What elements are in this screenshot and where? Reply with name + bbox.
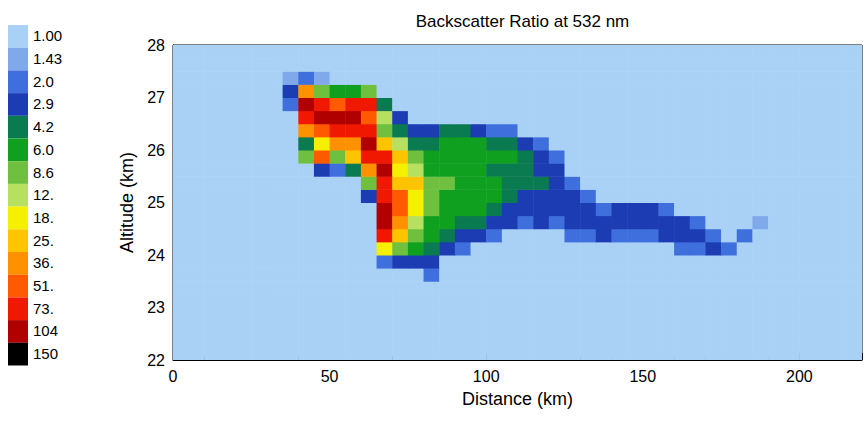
svg-text:2.9: 2.9 [33, 95, 54, 112]
svg-text:50: 50 [321, 368, 339, 385]
svg-text:Distance (km): Distance (km) [462, 389, 573, 409]
svg-text:Altitude (km): Altitude (km) [117, 152, 137, 253]
svg-text:100: 100 [473, 368, 500, 385]
svg-text:28: 28 [147, 37, 165, 54]
svg-text:4.2: 4.2 [33, 118, 54, 135]
svg-text:25: 25 [147, 194, 165, 211]
svg-text:150: 150 [629, 368, 656, 385]
svg-text:150: 150 [33, 345, 58, 362]
svg-text:18.: 18. [33, 209, 54, 226]
svg-text:23: 23 [147, 299, 165, 316]
svg-text:8.6: 8.6 [33, 164, 54, 181]
svg-text:12.: 12. [33, 186, 54, 203]
svg-text:36.: 36. [33, 254, 54, 271]
svg-text:25.: 25. [33, 232, 54, 249]
svg-text:1.43: 1.43 [33, 50, 62, 67]
svg-text:0: 0 [169, 368, 178, 385]
svg-text:200: 200 [786, 368, 813, 385]
svg-text:6.0: 6.0 [33, 141, 54, 158]
svg-text:51.: 51. [33, 277, 54, 294]
svg-text:26: 26 [147, 142, 165, 159]
svg-text:24: 24 [147, 247, 165, 264]
svg-text:1.00: 1.00 [33, 27, 62, 44]
svg-text:2.0: 2.0 [33, 73, 54, 90]
svg-text:Backscatter Ratio at 532 nm: Backscatter Ratio at 532 nm [416, 12, 630, 31]
svg-text:22: 22 [147, 352, 165, 369]
svg-text:104: 104 [33, 322, 58, 339]
svg-text:73.: 73. [33, 300, 54, 317]
svg-text:27: 27 [147, 89, 165, 106]
